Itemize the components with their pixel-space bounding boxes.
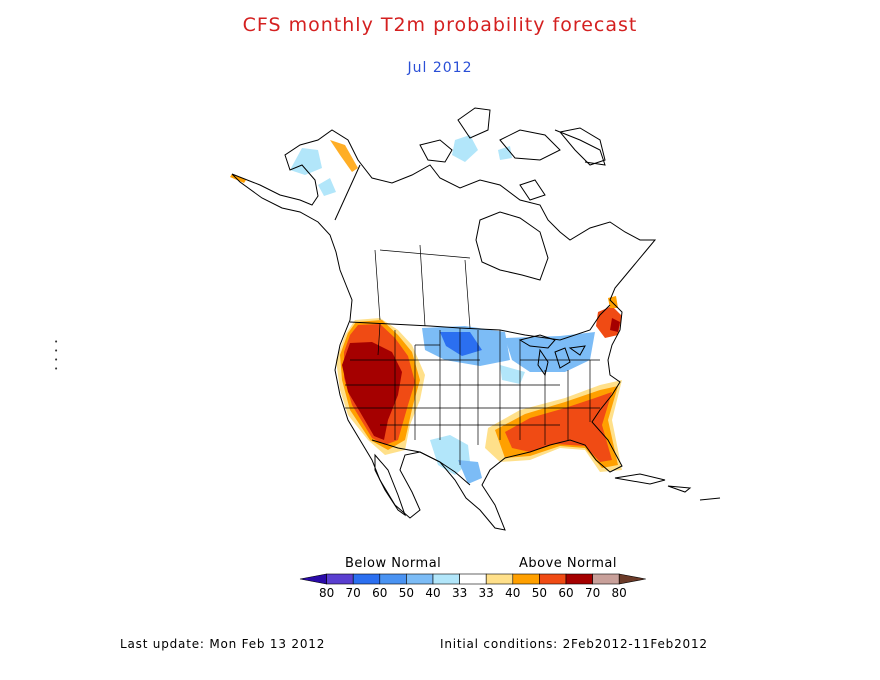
probability-shading: [230, 135, 622, 484]
us-canada-border: [349, 304, 611, 341]
colorbar-tick-label: 40: [505, 586, 520, 600]
arctic-below-shade-2: [498, 146, 512, 160]
colorbar-box: [512, 573, 540, 585]
map-title: CFS monthly T2m probability forecast: [242, 14, 638, 36]
colorbar-tick-label: 50: [532, 586, 547, 600]
above-normal-label: Above Normal: [519, 556, 617, 571]
colorbar-tick-label: 60: [372, 586, 387, 600]
colorbar-tick-label: 50: [399, 586, 414, 600]
probability-colorbar: 80 70 60 50 40 33 33 40 50 60 70 80: [299, 573, 646, 600]
alaska-below-shade: [290, 148, 322, 175]
colorbar-tick-label: 60: [558, 586, 573, 600]
colorbar-box: [539, 573, 567, 585]
map-boundaries: [231, 107, 721, 531]
colorbar-box: [379, 573, 407, 585]
colorbar-box: [352, 573, 381, 585]
colorbar-box: [459, 573, 487, 585]
colorbar-box: [618, 573, 646, 585]
yukon-below-shade: [318, 178, 336, 196]
colorbar-tick-label: 33: [452, 586, 467, 600]
lakes-below-light: [500, 365, 525, 384]
arctic-islands: [419, 107, 606, 201]
colorbar-tick-label: 70: [585, 586, 600, 600]
initial-conditions-text: Initial conditions: 2Feb2012-11Feb2012: [440, 637, 708, 651]
lakes-below-shade: [505, 332, 595, 372]
state-lines: [345, 323, 600, 465]
colorbar-box: [299, 573, 327, 585]
colorbar-box: [432, 573, 460, 585]
forecast-month: Jul 2012: [407, 60, 473, 76]
alaska-above-shade: [330, 140, 358, 172]
colorbar-box: [326, 573, 354, 585]
colorbar-tick-labels: 80 70 60 50 40 33 33 40 50 60 70 80: [319, 586, 627, 600]
colorbar-boxes: [299, 573, 646, 585]
below-normal-label: Below Normal: [345, 556, 442, 571]
greenland-edge: [554, 129, 606, 166]
colorbar-box: [592, 573, 620, 585]
colorbar-tick-label: 80: [612, 586, 627, 600]
colorbar-tick-label: 80: [319, 586, 334, 600]
caribbean-islands: [614, 473, 721, 501]
colorbar-tick-label: 40: [425, 586, 440, 600]
side-artifact-mark: • • • •: [54, 338, 59, 373]
baja-coastline: [374, 453, 406, 517]
mexico-below-shade: [458, 460, 482, 484]
southeast-60-shade: [505, 392, 612, 462]
west-70-shade: [342, 342, 402, 440]
plains-below-core: [440, 332, 482, 356]
us-mexico-border: [371, 439, 471, 486]
alaska-border: [334, 164, 361, 221]
north-america-coastline: [231, 129, 657, 531]
province-lines: [374, 244, 471, 329]
hudson-bay: [475, 211, 549, 281]
colorbar-tick-label: 33: [479, 586, 494, 600]
colorbar-tick-label: 70: [346, 586, 361, 600]
last-update-text: Last update: Mon Feb 13 2012: [120, 637, 326, 651]
arctic-below-shade: [452, 135, 478, 162]
colorbar-box: [485, 573, 514, 585]
colorbar-box: [406, 573, 434, 585]
northeast-warm-core: [610, 318, 620, 332]
colorbar-box: [565, 573, 593, 585]
